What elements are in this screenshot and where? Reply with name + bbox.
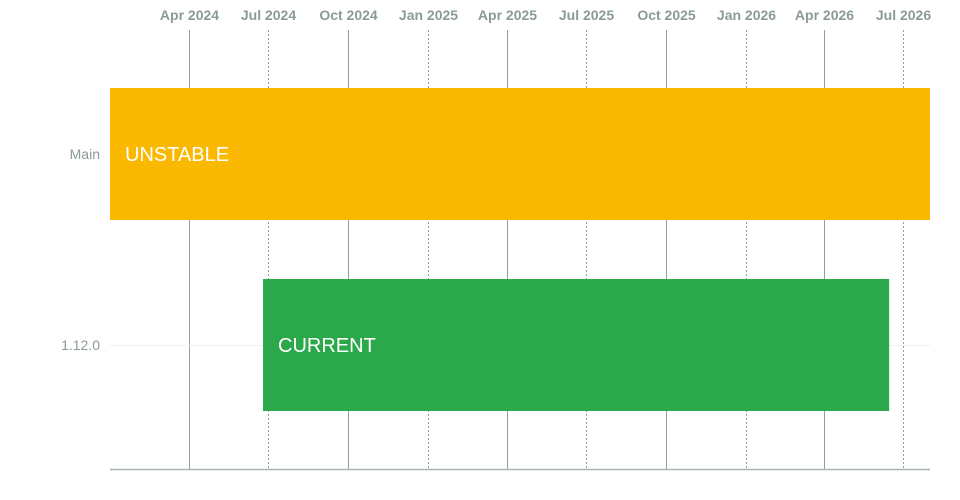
bars: UNSTABLE CURRENT [110, 88, 930, 411]
x-tick-label: Apr 2026 [795, 7, 854, 23]
x-tick-label: Jul 2025 [559, 7, 614, 23]
y-row-label: Main [70, 146, 100, 162]
y-row-label: 1.12.0 [61, 337, 100, 353]
x-tick-label: Apr 2024 [160, 7, 219, 23]
x-tick-label: Jan 2025 [399, 7, 458, 23]
x-axis-ticks: Apr 2024 Jul 2024 Oct 2024 Jan 2025 Apr 2025… [160, 7, 931, 23]
bar-label: UNSTABLE [125, 144, 229, 166]
x-tick-label: Jul 2026 [876, 7, 931, 23]
timeline-bar-unstable [110, 88, 930, 220]
x-tick-label: Apr 2025 [478, 7, 537, 23]
bar-label: CURRENT [278, 335, 376, 357]
timeline-bar-current [263, 279, 890, 411]
x-tick-label: Jul 2024 [241, 7, 296, 23]
x-tick-label: Oct 2025 [637, 7, 696, 23]
x-tick-label: Oct 2024 [319, 7, 378, 23]
x-tick-label: Jan 2026 [717, 7, 776, 23]
y-axis-labels: Main 1.12.0 [61, 146, 100, 353]
